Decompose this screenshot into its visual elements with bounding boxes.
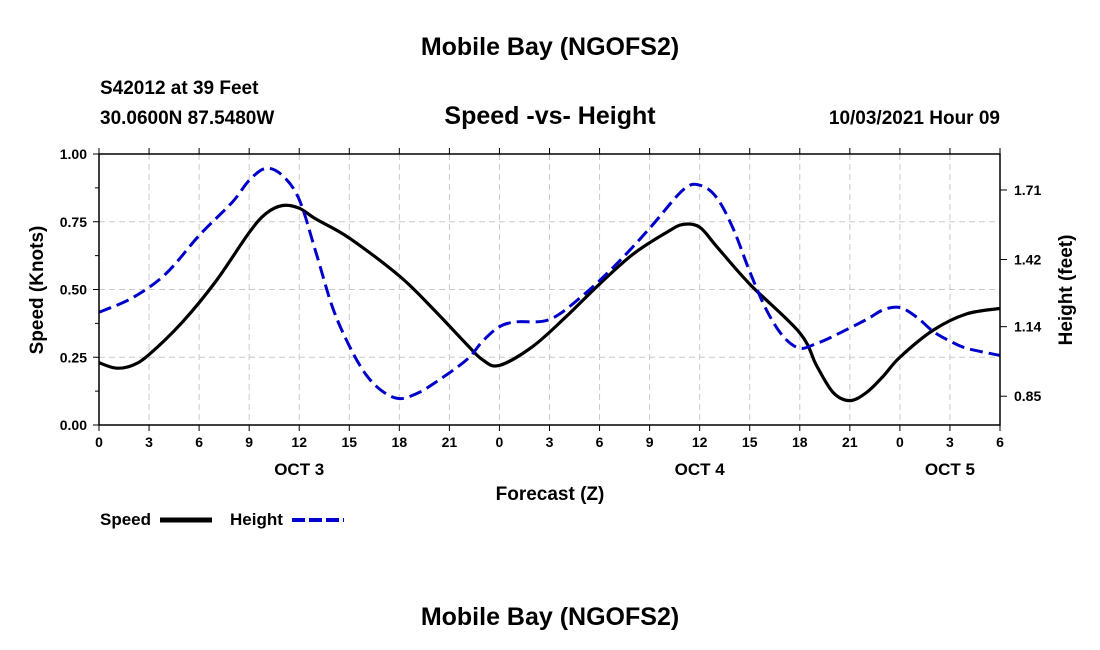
y-tick-label-right: 1.71 bbox=[1014, 182, 1041, 198]
station-label: S42012 at 39 Feet bbox=[100, 78, 259, 99]
series-line-speed bbox=[98, 203, 1001, 403]
y-axis-left-title: Speed (Knots) bbox=[27, 226, 48, 355]
bottom-title: Mobile Bay (NGOFS2) bbox=[421, 603, 679, 631]
x-axis-title: Forecast (Z) bbox=[496, 484, 605, 505]
y-tick-label-right: 1.42 bbox=[1014, 252, 1041, 268]
x-tick-label: 21 bbox=[842, 434, 858, 450]
x-tick-label: 21 bbox=[442, 434, 458, 450]
coords-label: 30.0600N 87.5480W bbox=[100, 108, 274, 129]
x-tick-label: 18 bbox=[392, 434, 408, 450]
x-tick-label: 3 bbox=[546, 434, 554, 450]
x-tick-label: 0 bbox=[896, 434, 904, 450]
y-tick-label-left: 0.25 bbox=[60, 349, 87, 365]
top-title: Mobile Bay (NGOFS2) bbox=[421, 33, 679, 61]
x-tick-label: 12 bbox=[692, 434, 708, 450]
x-tick-label: 18 bbox=[792, 434, 808, 450]
y-axis-right-title: Height (feet) bbox=[1056, 235, 1077, 346]
x-tick-label: 3 bbox=[145, 434, 153, 450]
grid-lines bbox=[99, 154, 1000, 425]
y-tick-label-left: 1.00 bbox=[60, 146, 87, 162]
y-tick-label-right: 1.14 bbox=[1014, 319, 1041, 335]
series-group bbox=[98, 166, 1001, 403]
date-label: OCT 3 bbox=[274, 460, 324, 479]
x-tick-label: 3 bbox=[946, 434, 954, 450]
datetime-label: 10/03/2021 Hour 09 bbox=[829, 108, 1000, 129]
legend: Speed Height bbox=[100, 510, 344, 529]
y-tick-label-right: 0.85 bbox=[1014, 388, 1041, 404]
chart-title: Speed -vs- Height bbox=[444, 102, 656, 130]
legend-label-speed: Speed bbox=[100, 510, 151, 529]
x-tick-label: 6 bbox=[996, 434, 1004, 450]
legend-label-height: Height bbox=[230, 510, 283, 529]
x-tick-label: 0 bbox=[496, 434, 504, 450]
date-label: OCT 4 bbox=[675, 460, 726, 479]
y-tick-label-left: 0.50 bbox=[60, 282, 87, 298]
x-tick-label: 15 bbox=[341, 434, 357, 450]
x-tick-label: 9 bbox=[646, 434, 654, 450]
y-tick-label-left: 0.75 bbox=[60, 214, 87, 230]
x-tick-label: 0 bbox=[95, 434, 103, 450]
x-tick-label: 12 bbox=[291, 434, 307, 450]
date-label: OCT 5 bbox=[925, 460, 975, 479]
axis-ticks: 0 3 6 9 12 15 18 21 0 3 6 9 12 15 18 21 0 3 6 0.00 0.25 0.50 0… bbox=[60, 146, 1042, 479]
x-tick-label: 6 bbox=[596, 434, 604, 450]
y-tick-label-left: 0.00 bbox=[60, 417, 87, 433]
x-tick-label: 6 bbox=[195, 434, 203, 450]
x-tick-label: 9 bbox=[245, 434, 253, 450]
x-tick-label: 15 bbox=[742, 434, 758, 450]
